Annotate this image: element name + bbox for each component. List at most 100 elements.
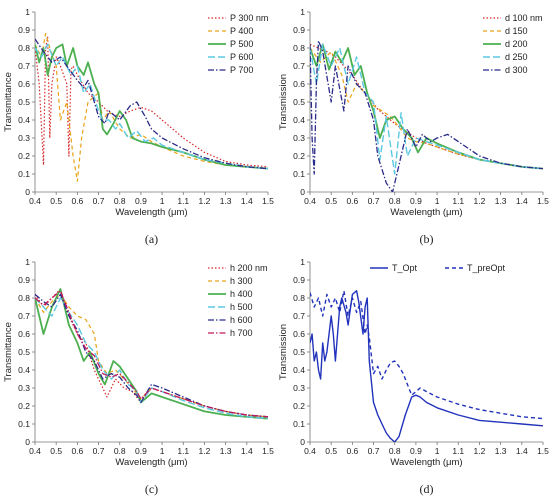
panel-label: (a) xyxy=(145,232,158,246)
x-tick-label: 0.7 xyxy=(368,196,380,206)
legend-label: h 200 nm xyxy=(230,263,268,273)
series-line-d-300 xyxy=(310,40,543,192)
legend-label: P 600 xyxy=(230,52,253,62)
legend-label: d 250 xyxy=(505,52,528,62)
x-tick-label: 0.5 xyxy=(325,196,337,206)
y-tick-label: 0.9 xyxy=(293,275,305,285)
legend-label: P 300 nm xyxy=(230,13,268,23)
legend-label: h 600 xyxy=(230,315,253,325)
x-tick-label: 0.9 xyxy=(135,446,147,456)
x-tick-label: 1.2 xyxy=(199,196,211,206)
y-tick-label: 0.2 xyxy=(293,151,305,161)
y-tick-label: 0.4 xyxy=(18,115,30,125)
legend-label: P 400 xyxy=(230,26,253,36)
y-tick-label: 0.7 xyxy=(293,311,305,321)
x-tick-label: 0.8 xyxy=(389,196,401,206)
y-tick-label: 0.3 xyxy=(293,133,305,143)
series-line-p-700 xyxy=(35,38,268,170)
legend-label: T_Opt xyxy=(392,263,418,273)
y-tick-label: 0.8 xyxy=(18,293,30,303)
x-axis-title: Wavelength (μm) xyxy=(390,207,462,218)
y-tick-label: 0 xyxy=(25,187,30,197)
y-tick-label: 0.1 xyxy=(18,419,30,429)
legend-label: h 500 xyxy=(230,302,253,312)
y-tick-label: 1 xyxy=(25,7,30,17)
y-tick-label: 1 xyxy=(300,257,305,267)
x-tick-label: 0.5 xyxy=(50,196,62,206)
y-tick-label: 0.4 xyxy=(293,115,305,125)
x-tick-label: 1.1 xyxy=(177,196,189,206)
y-tick-label: 0.4 xyxy=(18,365,30,375)
x-axis-title: Wavelength (μm) xyxy=(390,457,462,468)
x-tick-label: 0.6 xyxy=(71,446,83,456)
series-line-p-300-nm xyxy=(35,36,268,168)
x-tick-label: 0.5 xyxy=(50,446,62,456)
x-tick-label: 1 xyxy=(435,196,440,206)
y-tick-label: 0.6 xyxy=(18,329,30,339)
x-tick-label: 0.9 xyxy=(135,196,147,206)
legend-label: d 300 xyxy=(505,65,528,75)
x-tick-label: 0.8 xyxy=(114,196,126,206)
x-tick-label: 1.5 xyxy=(262,196,274,206)
x-tick-label: 0.8 xyxy=(389,446,401,456)
x-tick-label: 1.1 xyxy=(177,446,189,456)
x-tick-label: 1.2 xyxy=(474,196,486,206)
series-line-h-700 xyxy=(35,290,268,418)
legend-label: h 400 xyxy=(230,289,253,299)
x-tick-label: 0.6 xyxy=(346,446,358,456)
y-tick-label: 1 xyxy=(25,257,30,267)
x-tick-label: 1.4 xyxy=(516,446,528,456)
y-tick-label: 0.6 xyxy=(18,79,30,89)
legend-label: d 100 nm xyxy=(505,13,543,23)
chart-panel-a: 0 0.1 0.2 0.3 0.4 0.5 0.6 0.7 0.8 0.9 1 0.4 0.5 0.6 0.… xyxy=(3,7,274,246)
legend-label: d 150 xyxy=(505,26,528,36)
y-tick-label: 0.3 xyxy=(293,383,305,393)
y-tick-label: 0.2 xyxy=(18,401,30,411)
x-axis-title: Wavelength (μm) xyxy=(115,457,187,468)
x-tick-label: 0.4 xyxy=(304,446,316,456)
series-line-h-500 xyxy=(35,297,268,420)
series-line-d-200 xyxy=(310,43,543,170)
y-tick-label: 0.1 xyxy=(293,419,305,429)
x-tick-label: 1.1 xyxy=(452,196,464,206)
x-tick-label: 1.3 xyxy=(495,196,507,206)
y-tick-label: 0.2 xyxy=(18,151,30,161)
y-tick-label: 0.3 xyxy=(18,383,30,393)
y-tick-label: 0 xyxy=(300,187,305,197)
y-tick-label: 0.9 xyxy=(293,25,305,35)
y-tick-label: 0.7 xyxy=(18,61,30,71)
y-tick-label: 0.1 xyxy=(18,169,30,179)
x-tick-label: 1 xyxy=(435,446,440,456)
x-tick-label: 1.3 xyxy=(220,446,232,456)
series-line-d-100-nm xyxy=(310,43,543,170)
y-axis-title: Transmittance xyxy=(3,72,14,132)
y-tick-label: 0.3 xyxy=(18,133,30,143)
y-tick-label: 0.6 xyxy=(293,329,305,339)
y-axis-title: Transmission xyxy=(278,324,289,380)
legend-label: T_preOpt xyxy=(467,263,506,273)
y-tick-label: 0.1 xyxy=(293,169,305,179)
y-tick-label: 0.9 xyxy=(18,275,30,285)
x-tick-label: 0.6 xyxy=(346,196,358,206)
y-tick-label: 0.6 xyxy=(293,79,305,89)
series-line-t-preopt xyxy=(310,290,543,420)
x-axis-title: Wavelength (μm) xyxy=(115,207,187,218)
legend-label: h 300 xyxy=(230,276,253,286)
x-tick-label: 1.5 xyxy=(537,446,549,456)
y-tick-label: 0.9 xyxy=(18,25,30,35)
x-tick-label: 0.5 xyxy=(325,446,337,456)
y-tick-label: 0.2 xyxy=(293,401,305,411)
panel-label: (b) xyxy=(420,232,434,246)
y-tick-label: 0.5 xyxy=(18,97,30,107)
chart-panel-b: 0 0.1 0.2 0.3 0.4 0.5 0.6 0.7 0.8 0.9 1 0.4 0.5 0.6 0.… xyxy=(278,7,549,246)
y-tick-label: 0.8 xyxy=(293,43,305,53)
y-axis-title: Transmittance xyxy=(3,322,14,382)
x-tick-label: 1.5 xyxy=(537,196,549,206)
x-tick-label: 0.9 xyxy=(410,446,422,456)
x-tick-label: 0.7 xyxy=(368,446,380,456)
x-tick-label: 0.6 xyxy=(71,196,83,206)
legend-label: P 500 xyxy=(230,39,253,49)
x-tick-label: 0.8 xyxy=(114,446,126,456)
series-line-p-500 xyxy=(35,43,268,170)
